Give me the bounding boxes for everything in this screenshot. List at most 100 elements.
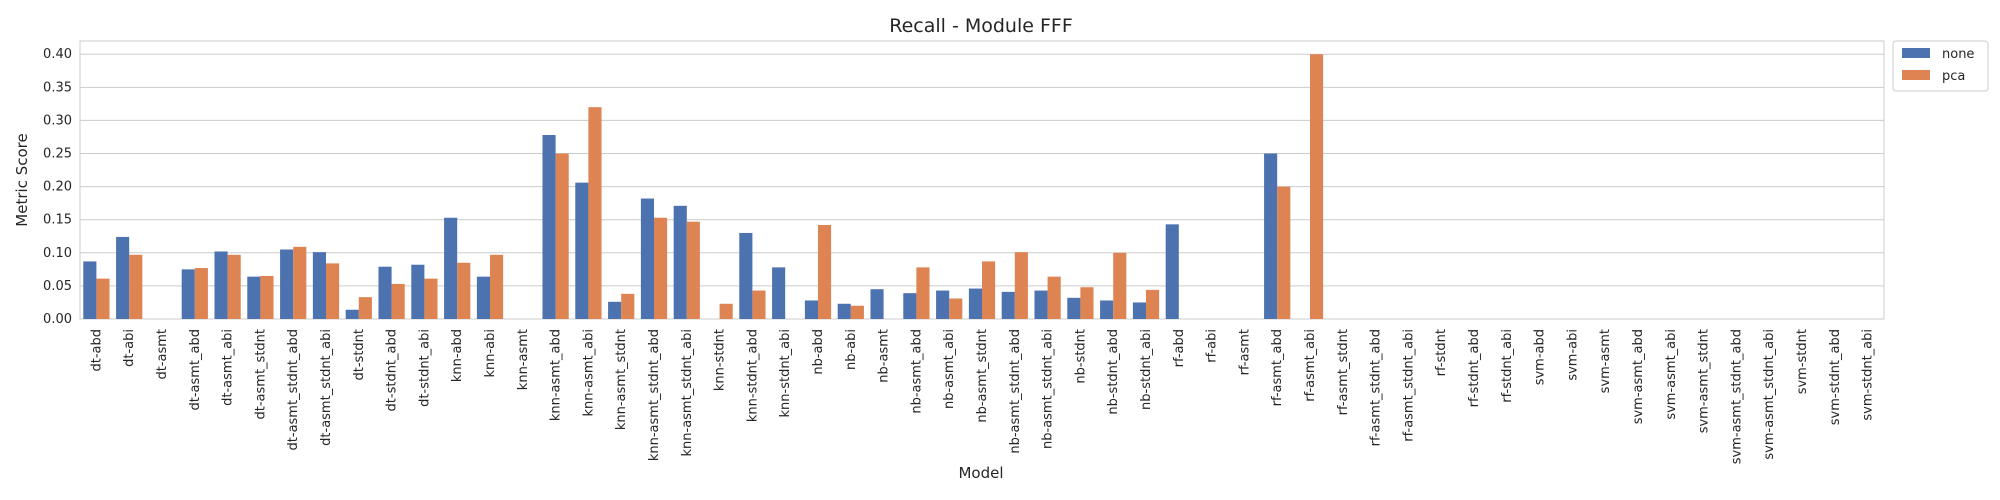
bar-pca-nb-asmt_stdnt_abd [1014, 252, 1028, 319]
x-tick-label: svm-abi [1565, 329, 1580, 381]
bar-pca-nb-stdnt_abd [1113, 252, 1127, 319]
bar-pca-dt-stdnt [358, 297, 372, 319]
bar-pca-dt-asmt_stdnt [260, 275, 274, 319]
x-tick-label: rf-asmt [1237, 329, 1252, 375]
x-tick-label: dt-asmt_stdnt [253, 329, 268, 420]
bar-pca-knn-asmt_stdnt_abd [654, 217, 668, 319]
bar-none-knn-abi [476, 276, 490, 319]
bars [83, 54, 1324, 319]
x-tick-label: dt-stdnt_abd [385, 329, 400, 411]
bar-pca-nb-asmt_abi [949, 298, 963, 319]
x-tick-label: knn-abd [450, 329, 465, 382]
bar-none-knn-abd [444, 217, 458, 319]
x-tick-label: knn-stdnt_abi [778, 329, 793, 418]
bar-none-dt-asmt_abd [181, 269, 195, 319]
x-tick-label: dt-asmt [155, 329, 170, 380]
bar-pca-knn-asmt_abd [555, 153, 569, 319]
bar-pca-knn-asmt_stdnt_abi [686, 221, 700, 319]
bar-none-dt-asmt_stdnt_abd [280, 249, 294, 319]
bar-pca-knn-asmt_stdnt [621, 293, 635, 319]
y-tick-label: 0.25 [43, 147, 72, 162]
y-tick-label: 0.10 [43, 246, 72, 261]
bar-none-nb-stdnt [1067, 297, 1081, 319]
y-tick-label: 0.30 [43, 113, 72, 128]
x-tick-label: rf-asmt_abi [1303, 329, 1318, 402]
bar-pca-knn-stdnt_abd [752, 290, 766, 319]
x-tick-label: nb-asmt_stdnt_abd [1008, 329, 1023, 454]
legend: none pca [1892, 40, 1989, 92]
x-tick-label: svm-stdnt_abd [1828, 329, 1843, 425]
bar-pca-nb-stdnt [1080, 287, 1094, 319]
bar-none-dt-abi [116, 236, 130, 319]
x-tick-label: rf-asmt_stdnt [1336, 329, 1351, 415]
x-tick-label: svm-asmt_abi [1664, 329, 1679, 420]
legend-swatch-none [1902, 48, 1930, 58]
bar-pca-knn-stdnt [719, 303, 733, 319]
x-tick-label: knn-asmt_stdnt_abi [680, 329, 695, 457]
x-tick-label: dt-asmt_abi [221, 329, 236, 406]
bar-pca-knn-asmt_abi [588, 107, 602, 319]
x-tick-label: nb-asmt_stdnt_abi [1041, 329, 1056, 449]
x-tick-label: rf-abi [1205, 329, 1220, 363]
bar-none-dt-stdnt [345, 309, 359, 319]
x-tick-label: svm-abd [1533, 329, 1548, 385]
x-tick-label: knn-stdnt [713, 329, 728, 391]
bar-pca-nb-asmt_abd [916, 267, 930, 319]
bar-none-dt-asmt_stdnt [247, 276, 261, 319]
bar-none-dt-stdnt_abi [411, 264, 425, 319]
x-tick-label: rf-stdnt_abi [1500, 329, 1515, 403]
bar-pca-nb-asmt_stdnt [982, 261, 996, 319]
y-axis-label: Metric Score [13, 133, 31, 226]
y-tick-label: 0.20 [43, 180, 72, 195]
x-tick-label: knn-asmt_abd [549, 329, 564, 421]
x-tick-label: knn-asmt_stdnt_abd [647, 329, 662, 461]
bar-none-nb-stdnt_abd [1100, 300, 1114, 319]
bar-pca-dt-abd [96, 278, 110, 319]
bar-pca-nb-asmt_stdnt_abi [1047, 276, 1061, 319]
y-tick-label: 0.35 [43, 80, 72, 95]
bar-pca-dt-asmt_abi [227, 254, 241, 319]
legend-swatch-pca [1902, 70, 1930, 80]
bar-none-dt-asmt_abi [214, 251, 228, 319]
bar-none-nb-asmt_stdnt_abd [1001, 291, 1015, 319]
chart-title: Recall - Module FFF [889, 15, 1073, 37]
x-tick-label: nb-stdnt_abi [1139, 329, 1154, 410]
y-tick-labels: 0.00 0.05 0.10 0.15 0.20 0.25 0.30 0.35 0.40 [43, 47, 72, 327]
bar-pca-dt-abi [129, 254, 143, 319]
x-tick-label: svm-asmt_abd [1631, 329, 1646, 424]
x-tick-label: nb-stdnt [1073, 329, 1088, 384]
x-tick-label: svm-asmt_stdnt_abd [1729, 329, 1744, 464]
bar-none-knn-asmt_abi [575, 182, 589, 319]
bar-none-nb-asmt [870, 289, 884, 319]
x-tick-label: dt-asmt_abd [188, 329, 203, 411]
x-axis-label: Model [958, 464, 1003, 482]
bar-pca-nb-abd [818, 225, 832, 319]
x-tick-label: knn-asmt [516, 329, 531, 390]
y-tick-label: 0.00 [43, 312, 72, 327]
y-tick-label: 0.05 [43, 279, 72, 294]
x-tick-label: dt-stdnt [352, 329, 367, 381]
x-tick-label: rf-asmt_stdnt_abi [1401, 329, 1416, 442]
x-tick-label: knn-stdnt_abd [745, 329, 760, 422]
bar-none-knn-asmt_stdnt_abd [640, 198, 654, 319]
bar-none-nb-abd [804, 300, 818, 319]
x-tick-label: svm-asmt_stdnt [1697, 329, 1712, 433]
bar-pca-dt-asmt_stdnt_abi [326, 263, 340, 319]
x-tick-label: dt-asmt_stdnt_abi [319, 329, 334, 446]
bar-pca-dt-asmt_abd [194, 268, 208, 319]
bar-pca-rf-asmt_abi [1310, 54, 1324, 319]
x-tick-label: svm-stdnt_abi [1861, 329, 1876, 421]
bar-pca-dt-asmt_stdnt_abd [293, 246, 307, 319]
x-tick-label: rf-asmt_abd [1270, 329, 1285, 406]
x-tick-label: nb-stdnt_abd [1106, 329, 1121, 415]
bar-none-dt-asmt_stdnt_abi [312, 252, 326, 319]
x-tick-label: dt-abd [89, 329, 104, 372]
bar-pca-nb-stdnt_abi [1146, 289, 1160, 319]
bar-none-rf-abd [1165, 224, 1179, 319]
x-tick-label: rf-asmt_stdnt_abd [1369, 329, 1384, 446]
x-tick-label: rf-abd [1172, 329, 1187, 367]
x-tick-label: svm-asmt_stdnt_abi [1762, 329, 1777, 460]
x-tick-label: svm-asmt [1598, 329, 1613, 393]
x-tick-label: knn-abi [483, 329, 498, 378]
x-tick-label: knn-asmt_abi [581, 329, 596, 417]
